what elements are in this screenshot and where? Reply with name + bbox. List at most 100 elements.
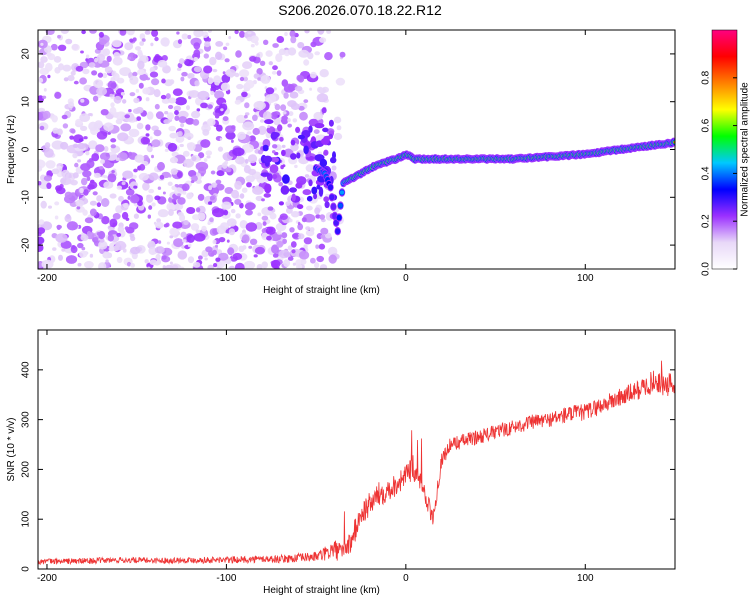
noise-blob [99,238,105,243]
noise-blob [98,262,107,269]
noise-blob [86,159,95,169]
noise-blob [183,158,195,168]
noise-blob [157,186,162,190]
noise-blob [270,111,278,120]
noise-blob [173,238,184,248]
noise-blob [239,30,245,38]
noise-blob [177,39,183,45]
signal-cell [328,186,333,189]
noise-blob [142,137,151,145]
noise-blob [244,158,249,164]
noise-blob [195,161,209,171]
noise-blob [225,42,230,46]
noise-blob [64,214,72,223]
noise-blob [82,209,88,216]
noise-blob [279,213,288,220]
noise-blob [289,227,295,233]
noise-blob [236,114,246,124]
cluster-blob [272,174,278,180]
noise-blob [319,69,329,78]
noise-blob [209,56,217,66]
noise-blob [117,152,128,162]
colorbar-tick-label: 0.2 [701,214,712,228]
noise-blob [317,30,325,35]
noise-blob [259,60,266,66]
noise-blob [72,172,79,179]
noise-blob [154,221,164,229]
noise-blob [193,42,201,50]
noise-blob [146,145,153,152]
x-tick-label: -200 [37,573,57,584]
noise-blob [174,203,184,210]
noise-blob [138,172,150,181]
noise-blob [149,259,158,266]
noise-blob [102,251,111,259]
noise-blob [216,170,225,177]
noise-blob [141,38,146,42]
cluster-blob [318,186,324,197]
noise-blob [200,173,205,177]
noise-blob [278,182,284,187]
noise-blob [276,36,285,43]
noise-blob [169,156,179,164]
noise-blob [154,246,165,254]
noise-blob [142,182,150,191]
noise-blob [282,164,286,168]
noise-blob [104,66,113,74]
noise-blob [107,234,115,242]
noise-blob [110,138,117,143]
noise-blob [148,188,155,194]
noise-blob [61,169,70,178]
noise-blob [130,246,141,255]
noise-blob [224,187,234,194]
noise-blob [158,240,162,244]
noise-blob [168,104,174,110]
noise-blob [144,30,151,35]
y-tick-label: 300 [21,411,32,428]
colorbar: 0.0 0.2 0.4 0.6 0.8 Normalized spectral ampli… [701,29,750,276]
noise-blob [203,65,213,74]
noise-blob [257,77,261,81]
noise-blob [261,261,269,269]
noise-blob [182,150,190,157]
signal-cell [338,204,343,207]
noise-blob [228,36,232,40]
noise-blob [281,232,288,239]
noise-blob [175,97,187,106]
noise-blob [113,95,122,104]
noise-blob [267,206,274,211]
noise-blob [300,259,307,265]
noise-blob [179,58,185,65]
noise-blob [192,119,200,126]
x-axis-label: Height of straight line (km) [263,585,380,596]
noise-blob [209,195,215,201]
noise-blob [77,262,82,267]
snr-panel: -200 -100 0 100 0 100 200 300 400 Height of strai… [6,329,676,596]
noise-blob [256,53,260,58]
noise-blob [195,207,201,213]
noise-blob [124,114,130,119]
noise-blob [144,259,149,264]
noise-blob [103,175,108,179]
noise-blob [166,241,170,245]
cluster-blob [303,145,309,155]
noise-blob [184,59,194,67]
noise-blob [279,136,284,142]
noise-blob [124,226,130,231]
noise-blob [151,154,154,159]
noise-blob [135,88,140,93]
noise-blob [148,205,153,210]
noise-blob [257,149,263,155]
noise-blob [242,61,253,69]
noise-blob [101,216,110,225]
noise-blob [261,233,266,238]
noise-blob [94,57,98,63]
noise-blob [165,222,170,227]
noise-blob [221,162,228,169]
noise-blob [107,80,117,90]
noise-blob [219,137,223,141]
noise-blob [95,144,105,153]
noise-blob [85,151,90,156]
noise-blob [272,65,278,71]
noise-blob [60,141,69,150]
